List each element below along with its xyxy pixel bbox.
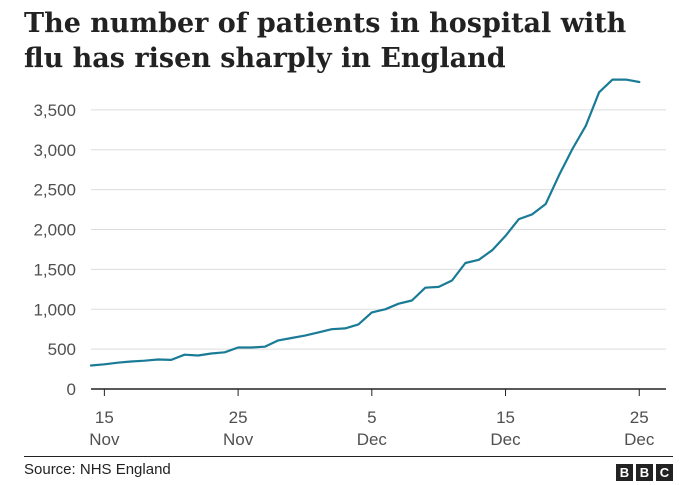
x-tick-label-day: 15 [95,408,114,427]
bbc-logo: B B C [616,464,673,481]
data-point [571,148,573,150]
data-point [143,360,145,362]
logo-letter: B [616,464,633,481]
data-point [197,354,199,356]
x-tick-label-day: 5 [367,408,376,427]
data-point [130,360,132,362]
chart-title: The number of patients in hospital with … [24,8,627,74]
data-point [90,364,92,366]
y-tick-label: 3,000 [33,141,76,160]
data-point [531,213,533,215]
series [89,78,641,367]
data-point [411,299,413,301]
data-point [625,78,627,80]
data-point [384,308,386,310]
data-point [638,81,640,83]
data-point [331,328,333,330]
footer-rule [24,456,673,457]
y-tick-label: 1,000 [33,300,76,319]
x-tick-label-month: Dec [624,430,655,449]
data-point [585,125,587,127]
y-tick-label: 3,500 [33,101,76,120]
data-point [184,354,186,356]
line-chart: 0 500 1,000 1,500 2,000 2,500 3,000 3,500 15 Nov… [33,78,666,449]
data-point [545,203,547,205]
x-tick-label-month: Dec [357,430,388,449]
data-point [344,327,346,329]
logo-letter: C [656,464,673,481]
gridlines [91,109,666,350]
x-tick-label-day: 25 [229,408,248,427]
x-tick-label-day: 25 [630,408,649,427]
data-point [371,311,373,313]
y-axis: 0 500 1,000 1,500 2,000 2,500 3,000 3,500 [33,101,76,399]
data-point [504,235,506,237]
data-point [397,303,399,305]
data-point [478,259,480,261]
data-point [290,337,292,339]
data-point [491,249,493,251]
data-point [357,323,359,325]
data-point [304,334,306,336]
data-point [170,359,172,361]
data-point [424,287,426,289]
data-point [117,362,119,364]
data-point [611,78,613,80]
x-axis: 15 Nov 25 Nov 5 Dec 15 Dec 25 Dec [89,388,666,449]
y-tick-label: 2,000 [33,221,76,240]
y-tick-label: 0 [67,380,76,399]
data-point [558,174,560,176]
data-point [264,346,266,348]
data-point [237,346,239,348]
x-tick-label-month: Dec [490,430,521,449]
x-tick-label-month: Nov [89,430,120,449]
data-point [157,358,159,360]
y-tick-label: 2,500 [33,181,76,200]
x-tick-label-day: 15 [496,408,515,427]
y-tick-label: 1,500 [33,260,76,279]
data-point [518,218,520,220]
logo-letter: B [636,464,653,481]
data-point [464,262,466,264]
data-point [224,351,226,353]
series-line [89,78,641,367]
data-point [103,363,105,365]
x-tick-label-month: Nov [223,430,254,449]
data-point [438,286,440,288]
data-point [277,339,279,341]
data-point [210,352,212,354]
data-point [598,91,600,93]
data-point [451,279,453,281]
data-point [317,331,319,333]
data-point [250,346,252,348]
source-note: Source: NHS England [24,461,171,478]
y-tick-label: 500 [48,340,76,359]
